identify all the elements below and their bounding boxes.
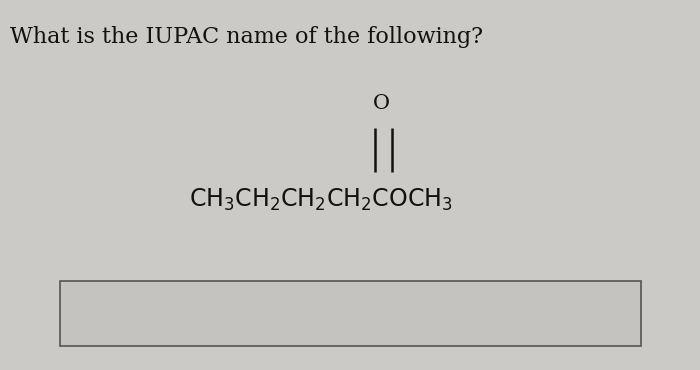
Text: O: O	[373, 94, 390, 113]
Text: What is the IUPAC name of the following?: What is the IUPAC name of the following?	[10, 26, 484, 48]
Text: $\mathsf{CH_3CH_2CH_2CH_2COCH_3}$: $\mathsf{CH_3CH_2CH_2CH_2COCH_3}$	[189, 187, 453, 213]
FancyBboxPatch shape	[60, 281, 640, 346]
